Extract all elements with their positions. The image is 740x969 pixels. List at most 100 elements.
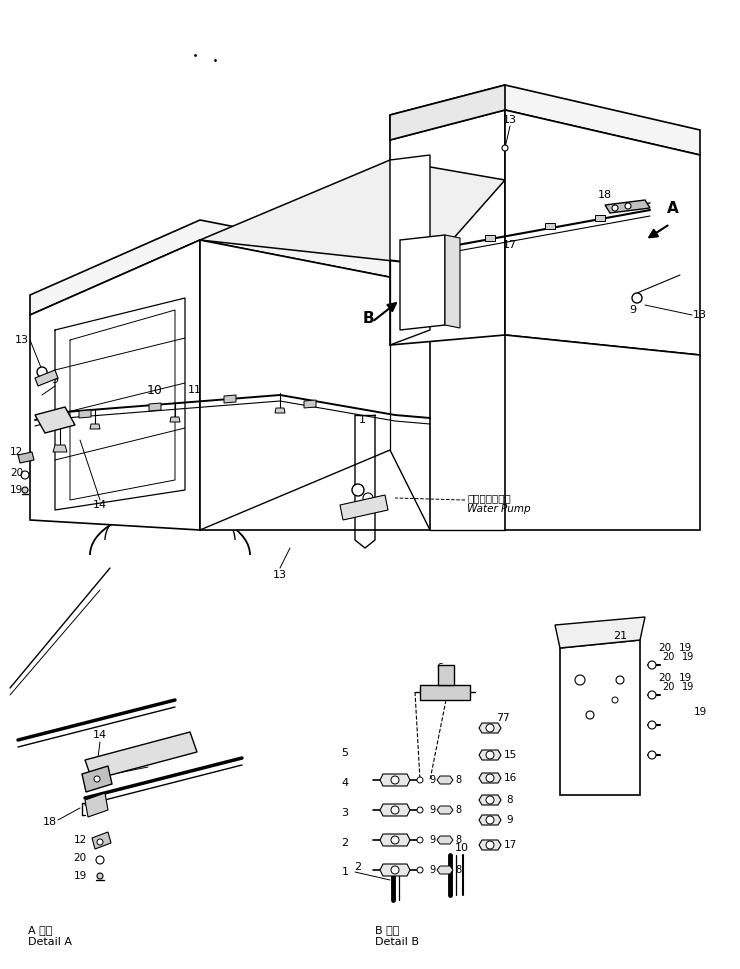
Circle shape — [648, 661, 656, 669]
Text: Water Pump: Water Pump — [467, 504, 531, 514]
Circle shape — [391, 806, 399, 814]
Text: 19: 19 — [682, 682, 694, 692]
Text: 12: 12 — [10, 447, 23, 457]
Polygon shape — [82, 766, 112, 792]
Text: 9: 9 — [429, 775, 435, 785]
Polygon shape — [445, 235, 460, 328]
Polygon shape — [380, 774, 410, 786]
Text: 14: 14 — [93, 730, 107, 740]
Text: 13: 13 — [273, 570, 287, 580]
Circle shape — [417, 837, 423, 843]
Text: 20: 20 — [659, 673, 672, 683]
Text: 20: 20 — [10, 468, 23, 478]
Circle shape — [486, 841, 494, 849]
Text: 2: 2 — [354, 862, 362, 872]
Text: 13: 13 — [693, 310, 707, 320]
Polygon shape — [390, 85, 700, 155]
Text: 15: 15 — [503, 750, 517, 760]
Circle shape — [391, 836, 399, 844]
Polygon shape — [79, 410, 91, 418]
Polygon shape — [200, 160, 505, 265]
Circle shape — [96, 856, 104, 864]
Polygon shape — [85, 793, 108, 817]
Polygon shape — [438, 665, 454, 685]
Text: 13: 13 — [15, 335, 29, 345]
Polygon shape — [53, 445, 67, 452]
Polygon shape — [505, 335, 700, 530]
Circle shape — [486, 751, 494, 759]
Circle shape — [648, 751, 656, 759]
Polygon shape — [390, 85, 505, 140]
Text: A: A — [667, 201, 679, 215]
Polygon shape — [30, 240, 200, 530]
Bar — [545, 223, 555, 229]
Circle shape — [391, 866, 399, 874]
Polygon shape — [437, 866, 453, 874]
Text: 13: 13 — [503, 115, 517, 125]
Text: 8: 8 — [455, 775, 461, 785]
Polygon shape — [560, 640, 640, 795]
Text: 19: 19 — [10, 485, 23, 495]
Polygon shape — [224, 395, 236, 403]
Text: 18: 18 — [43, 817, 57, 827]
Circle shape — [417, 807, 423, 813]
Polygon shape — [605, 200, 650, 213]
Text: 8: 8 — [455, 835, 461, 845]
Text: 8: 8 — [455, 805, 461, 815]
Circle shape — [632, 293, 642, 303]
Polygon shape — [479, 815, 501, 825]
Text: 10: 10 — [455, 843, 469, 853]
Polygon shape — [437, 806, 453, 814]
Polygon shape — [555, 617, 645, 648]
Text: 4: 4 — [341, 778, 349, 788]
Polygon shape — [479, 773, 501, 783]
Circle shape — [486, 774, 494, 782]
Polygon shape — [479, 840, 501, 850]
Text: 19: 19 — [679, 643, 692, 653]
Text: 20: 20 — [659, 643, 672, 653]
Text: 10: 10 — [147, 384, 163, 396]
Circle shape — [22, 487, 28, 493]
Text: 9: 9 — [429, 835, 435, 845]
Circle shape — [391, 776, 399, 784]
Circle shape — [586, 711, 594, 719]
Circle shape — [94, 776, 100, 782]
Circle shape — [486, 796, 494, 804]
Bar — [595, 215, 605, 221]
Circle shape — [352, 484, 364, 496]
Circle shape — [648, 721, 656, 729]
Polygon shape — [92, 832, 111, 849]
Polygon shape — [170, 417, 180, 422]
Circle shape — [363, 493, 373, 503]
Polygon shape — [479, 750, 501, 760]
Text: 9: 9 — [507, 815, 514, 825]
Circle shape — [21, 471, 29, 479]
Text: Detail B: Detail B — [375, 937, 419, 947]
Text: 16: 16 — [503, 773, 517, 783]
Text: 14: 14 — [93, 500, 107, 510]
Circle shape — [97, 839, 103, 845]
Text: 9: 9 — [630, 305, 636, 315]
Text: 9: 9 — [52, 375, 58, 385]
Circle shape — [486, 724, 494, 732]
Circle shape — [97, 873, 103, 879]
Polygon shape — [420, 685, 470, 700]
Polygon shape — [479, 723, 501, 733]
Polygon shape — [149, 403, 161, 411]
Polygon shape — [437, 836, 453, 844]
Text: 9: 9 — [429, 805, 435, 815]
Text: 2: 2 — [341, 838, 349, 848]
Text: 6: 6 — [437, 663, 443, 673]
Text: 20: 20 — [662, 652, 674, 662]
Polygon shape — [380, 834, 410, 846]
Polygon shape — [35, 370, 58, 386]
Text: 21: 21 — [613, 631, 627, 641]
Polygon shape — [275, 408, 285, 413]
Circle shape — [648, 691, 656, 699]
Text: A 詳細: A 詳細 — [28, 925, 53, 935]
Text: ウォータポンプ: ウォータポンプ — [467, 493, 511, 503]
Polygon shape — [90, 424, 100, 429]
Text: 3: 3 — [341, 808, 349, 818]
Text: 8: 8 — [455, 865, 461, 875]
Polygon shape — [200, 240, 430, 530]
